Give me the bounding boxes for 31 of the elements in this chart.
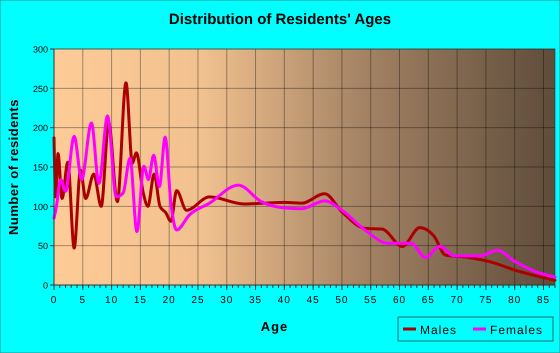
x-tick-label: 10	[105, 295, 118, 306]
chart-title: Distribution of Residents' Ages	[168, 11, 392, 28]
x-tick-label: 30	[220, 295, 234, 306]
x-tick-label: 50	[335, 295, 348, 306]
x-tick-label: 5	[80, 295, 86, 306]
x-tick-label: 85	[536, 295, 550, 306]
legend-label: Females	[490, 323, 544, 337]
legend-label: Males	[420, 323, 458, 337]
y-tick-label: 300	[32, 44, 48, 54]
x-tick-label: 55	[364, 295, 378, 306]
x-tick-label: 45	[306, 295, 320, 306]
x-tick-label: 60	[392, 295, 406, 306]
line-series	[52, 114, 556, 279]
x-axis-title: Age	[260, 319, 288, 334]
x-tick-label: 80	[508, 295, 522, 306]
x-tick-label: 65	[422, 295, 435, 306]
y-tick-label: 250	[32, 84, 48, 94]
y-tick-label: 100	[32, 202, 48, 212]
x-tick-label: 40	[278, 295, 291, 306]
x-tick-label: 75	[479, 295, 492, 306]
y-tick-label: 0	[42, 280, 48, 290]
x-tick-label: 70	[450, 295, 464, 306]
y-tick-label: 50	[38, 241, 48, 252]
x-tick-label: 35	[248, 295, 262, 306]
y-tick-label: 150	[32, 162, 48, 172]
x-tick-label: 0	[50, 295, 58, 306]
x-tick-label: 15	[134, 295, 147, 306]
x-tick-label: 25	[191, 295, 205, 306]
x-tick-label: 20	[162, 295, 176, 306]
y-tick-label: 200	[32, 123, 48, 134]
y-axis-title: Number of residents	[6, 99, 21, 235]
